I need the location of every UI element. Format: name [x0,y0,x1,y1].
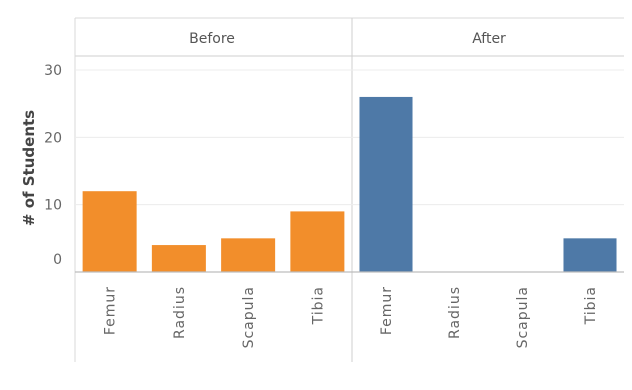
x-tick-label: Tibia [583,286,599,325]
bar-before-femur [82,191,137,272]
gridlines [75,69,624,206]
bars [82,96,617,272]
y-tick-label: 10 [44,198,62,214]
x-tick-label: Radius [447,286,463,339]
bar-before-radius [151,245,206,272]
bar-before-tibia [290,211,345,272]
x-tick-label: Scapula [515,286,531,348]
x-axis-ticks: Femur Radius Scapula Tibia Femur Radius Scapul… [103,286,599,348]
bar-before-scapula [221,238,276,272]
y-tick-label: 30 [44,63,62,79]
bar-after-femur [359,96,413,272]
y-axis-ticks: 0 10 20 30 [44,63,62,268]
panel-header-before: Before [189,31,235,47]
x-tick-label: Radius [172,286,188,339]
x-tick-label: Femur [103,286,119,335]
y-axis-title: # of Students [20,110,38,226]
bar-after-tibia [563,238,617,272]
y-tick-label: 0 [53,252,62,268]
x-tick-label: Scapula [241,286,257,348]
panel-header-after: After [472,31,506,47]
x-tick-label: Femur [379,286,395,335]
y-tick-label: 20 [44,130,62,146]
x-tick-label: Tibia [310,286,326,325]
